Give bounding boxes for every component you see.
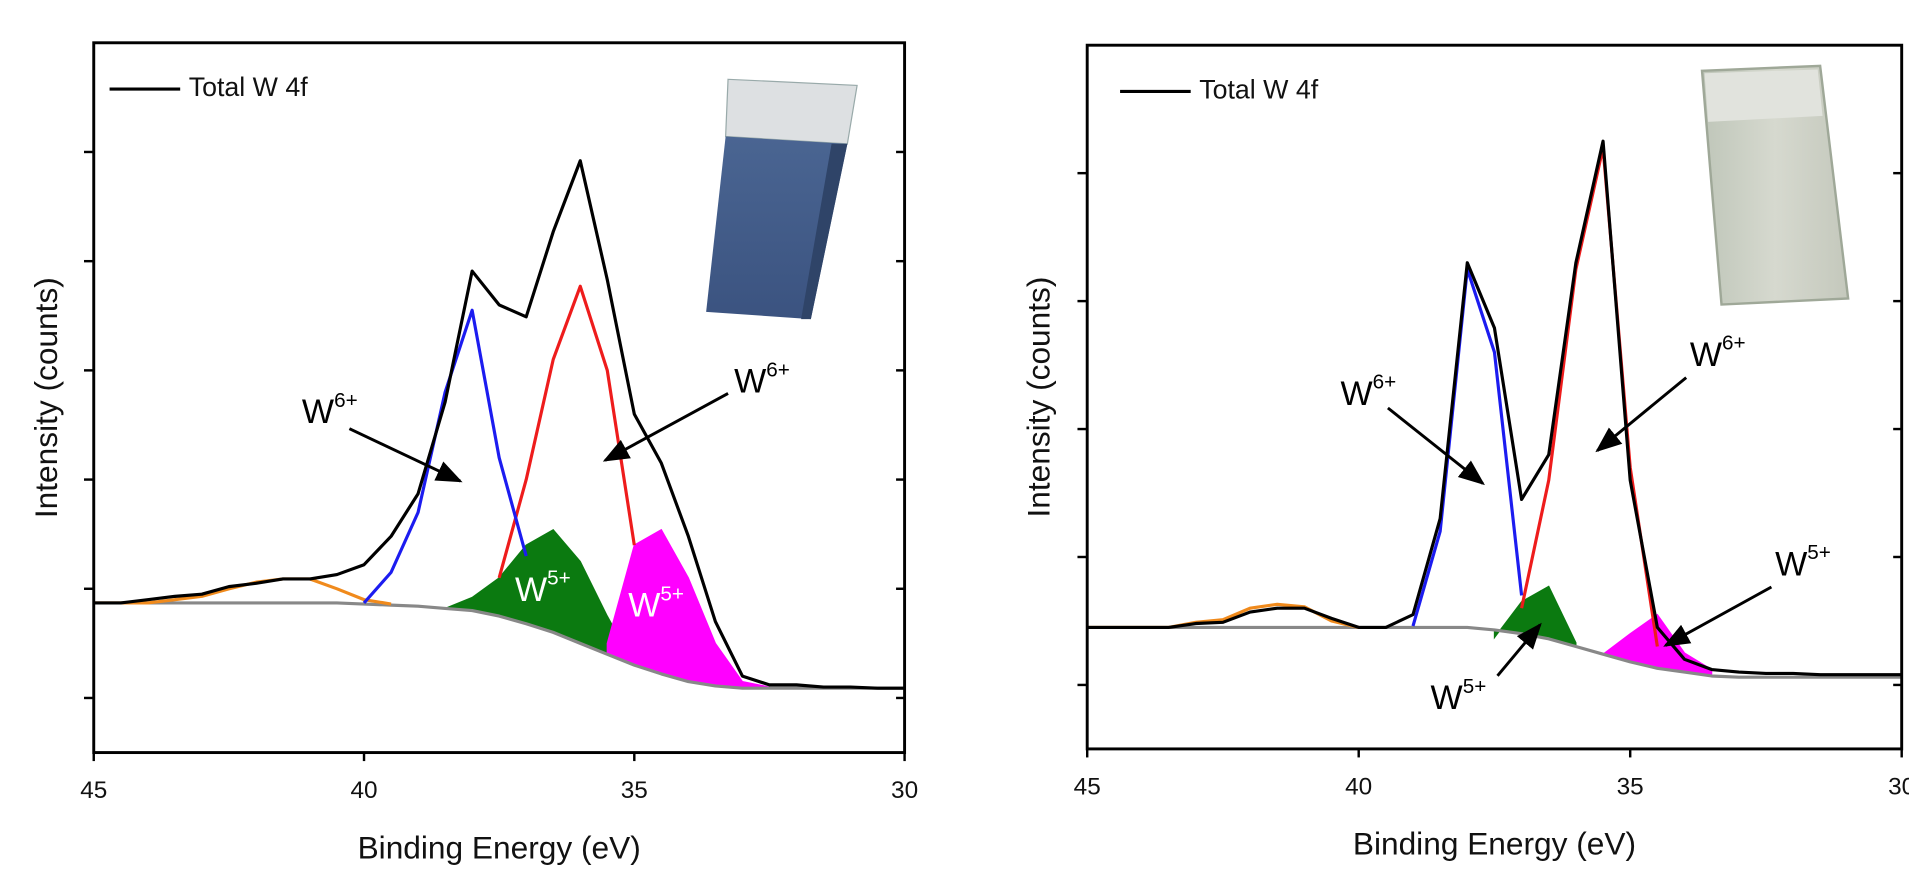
annotation-arrow xyxy=(602,392,729,462)
annotation-arrow xyxy=(1595,376,1688,453)
annotation: W6+ xyxy=(734,359,790,401)
x-tick-label: 45 xyxy=(1074,773,1101,800)
legend-label: Total W 4f xyxy=(189,72,309,102)
x-tick-label: 30 xyxy=(1888,773,1909,800)
annotation-text: W xyxy=(628,587,661,625)
x-tick-label: 35 xyxy=(1617,773,1644,800)
x-axis-title: Binding Energy (eV) xyxy=(1353,826,1636,862)
annotation: W5+ xyxy=(1431,676,1487,718)
inset-photo xyxy=(1700,64,1850,306)
annotation-sup: 5+ xyxy=(547,567,571,590)
annotation-sup: 6+ xyxy=(334,389,358,412)
annotation: W6+ xyxy=(1690,332,1746,374)
annotation-sup: 6+ xyxy=(1373,371,1397,394)
inset-photo xyxy=(706,78,858,320)
plot-frame xyxy=(92,41,907,755)
x-tick-label: 40 xyxy=(350,777,377,804)
annotation-text: W xyxy=(1431,679,1464,717)
x-tick-label: 45 xyxy=(80,777,107,804)
annotation-text: W xyxy=(515,571,548,609)
annotation: W5+ xyxy=(628,583,684,625)
annotation-arrow xyxy=(1496,622,1542,677)
x-tick-label: 40 xyxy=(1345,773,1372,800)
annotation-text: W xyxy=(1340,375,1373,413)
line xyxy=(1520,146,1659,647)
line xyxy=(1411,267,1524,627)
annotation: W5+ xyxy=(515,567,571,609)
annotation-sup: 6+ xyxy=(1722,332,1746,355)
x-tick-label: 30 xyxy=(891,777,918,804)
annotation-text: W xyxy=(302,393,335,431)
x-tick-label: 35 xyxy=(621,777,648,804)
annotation: W6+ xyxy=(302,389,358,431)
line xyxy=(93,601,905,690)
plot-frame xyxy=(1085,43,1904,751)
annotation-text: W xyxy=(734,363,767,401)
annotation-arrow xyxy=(1387,406,1485,486)
y-axis-title: Intensity (counts) xyxy=(28,277,64,518)
annotation: W5+ xyxy=(1775,542,1831,584)
x-axis-title: Binding Energy (eV) xyxy=(358,829,641,865)
line xyxy=(1087,625,1902,679)
line xyxy=(1087,602,1360,629)
annotation-sup: 6+ xyxy=(766,359,790,382)
annotation: W6+ xyxy=(1340,371,1396,413)
line xyxy=(93,159,905,690)
y-axis-title: Intensity (counts) xyxy=(1020,277,1056,518)
annotation-text: W xyxy=(1775,545,1808,583)
line xyxy=(1087,139,1902,677)
annotation-text: W xyxy=(1690,336,1723,374)
annotation-sup: 5+ xyxy=(1807,542,1831,565)
line xyxy=(497,284,636,579)
annotation-arrow xyxy=(1663,585,1773,647)
line xyxy=(362,308,528,604)
legend-label: Total W 4f xyxy=(1199,75,1319,105)
annotation-sup: 5+ xyxy=(1463,676,1487,699)
annotation-arrow xyxy=(348,427,463,483)
annotation-sup: 5+ xyxy=(660,583,684,606)
